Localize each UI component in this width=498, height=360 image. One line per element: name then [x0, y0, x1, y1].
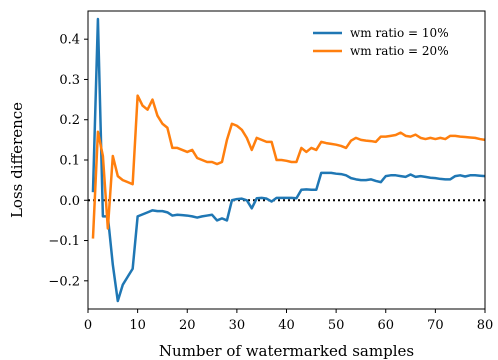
y-tick-label: −0.2 [48, 274, 80, 289]
x-tick-label: 20 [179, 318, 196, 333]
legend: wm ratio = 10% wm ratio = 20% [313, 26, 449, 58]
series-line-2 [91, 94, 486, 239]
x-tick-label: 50 [328, 318, 345, 333]
x-axis-label: Number of watermarked samples [159, 342, 414, 360]
y-tick-label: −0.1 [48, 234, 80, 249]
y-tick-label: 0.1 [59, 154, 80, 169]
y-tick-label: 0.0 [59, 194, 80, 209]
x-axis-ticks: 0 10 20 30 40 50 60 70 80 [84, 309, 493, 333]
x-tick-label: 0 [84, 318, 92, 333]
y-axis-label: Loss difference [8, 102, 26, 218]
x-tick-label: 40 [278, 318, 295, 333]
series-layer [91, 17, 486, 303]
y-tick-label: 0.2 [59, 113, 80, 128]
legend-label-series-2: wm ratio = 20% [350, 44, 449, 58]
x-tick-label: 80 [477, 318, 494, 333]
x-tick-label: 70 [427, 318, 444, 333]
x-tick-label: 60 [377, 318, 394, 333]
x-tick-label: 10 [129, 318, 146, 333]
y-tick-label: 0.3 [59, 73, 80, 88]
x-tick-label: 30 [229, 318, 246, 333]
legend-label-series-1: wm ratio = 10% [350, 26, 449, 40]
y-axis-ticks: −0.2 −0.1 0.0 0.1 0.2 0.3 0.4 [48, 33, 88, 289]
y-tick-label: 0.4 [59, 33, 80, 48]
series-line-1 [91, 17, 486, 303]
